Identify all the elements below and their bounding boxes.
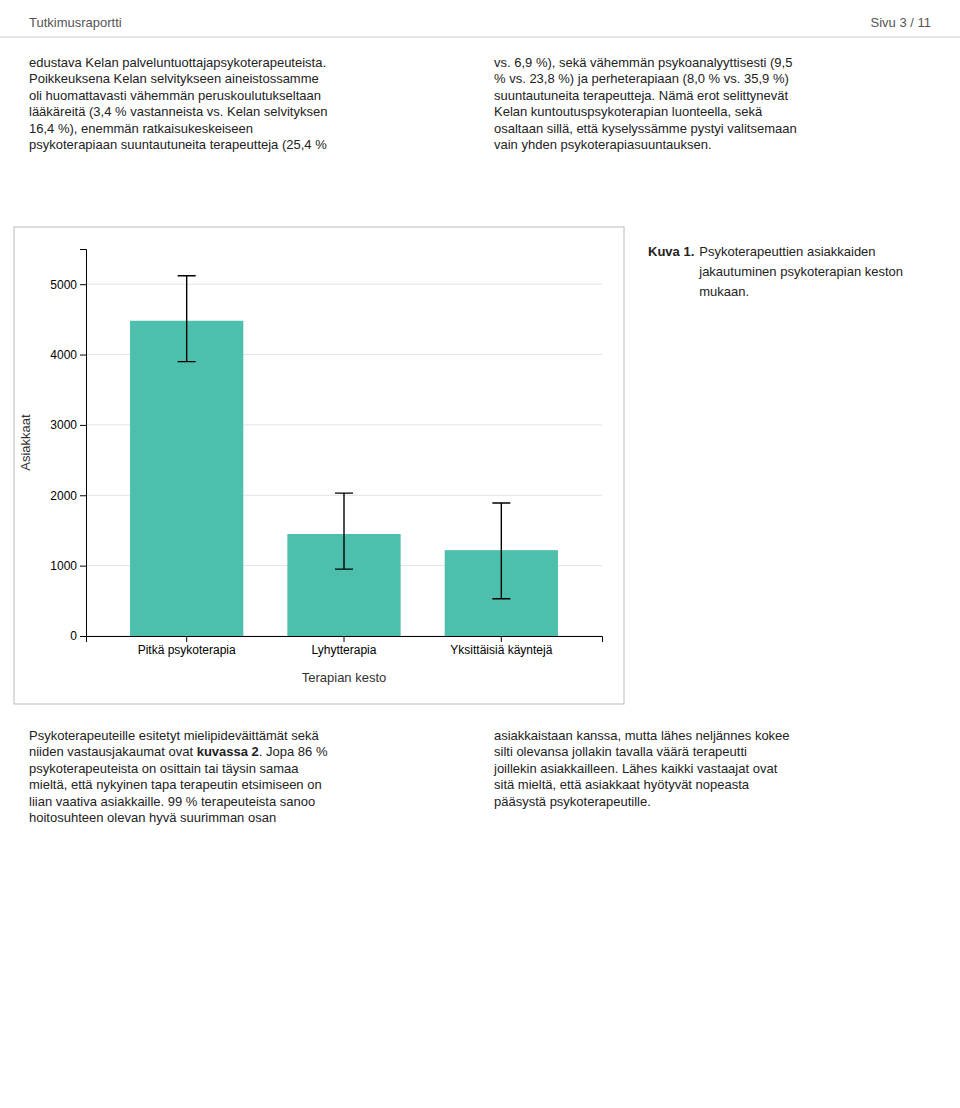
body-text: Kelan kuntoutuspsykoterapian luonteella,…	[494, 104, 763, 119]
y-tick: 3000	[50, 418, 86, 432]
y-tick: 0	[70, 629, 86, 643]
body-text: silti olevansa jollakin tavalla väärä te…	[494, 744, 747, 759]
error-bar	[492, 503, 510, 599]
y-axis-title: Asiakkaat	[18, 414, 33, 471]
body-text: mieltä, että nykyinen tapa terapeutin et…	[29, 777, 322, 792]
body-text: niiden vastausjakaumat ovat kuvassa 2. J…	[29, 744, 328, 759]
caption-line: Psykoterapeuttien asiakkaiden	[699, 244, 875, 259]
x-axis-title: Terapian kesto	[302, 670, 387, 685]
x-axis: Pitkä psykoterapia Lyhytterapia Yksittäisi…	[87, 636, 603, 657]
body-text: sitä mieltä, että asiakkaat hyötyvät nop…	[494, 777, 750, 792]
body-text: vain yhden psykoterapiasuuntauksen.	[494, 137, 712, 152]
y-tick: 4000	[50, 348, 86, 362]
body-text-segment: psykoterapeuteista on osittain tai täysi…	[29, 761, 299, 776]
body-text: 16,4 %), enemmän ratkaisukeskeiseen	[29, 121, 253, 136]
x-tick-label: Lyhytterapia	[312, 643, 377, 657]
marks	[130, 276, 558, 636]
body-text: joillekin asiakkailleen. Lähes kaikki va…	[493, 761, 778, 776]
y-tick-label: 0	[70, 629, 77, 643]
page: Tutkimusraportti Sivu 3 / 11 edustava Kela…	[0, 0, 960, 1108]
body-text: oli huomattavasti vähemmän peruskoulutuk…	[29, 88, 321, 103]
x-tick-mark	[186, 636, 187, 642]
body-text: suuntautuneita terapeutteja. Nämä erot s…	[494, 88, 789, 103]
body-text: % vs. 23,8 %) ja perheterapiaan (8,0 % v…	[494, 71, 789, 86]
body-text: hoitosuhteen olevan hyvä suurimman osan	[29, 810, 276, 825]
body-text-segment: hoitosuhteen olevan hyvä suurimman osan	[29, 810, 276, 825]
caption: Kuva 1.	[648, 244, 694, 259]
body-text: vs. 6,9 %), sekä vähemmän psykoanalyytti…	[494, 55, 792, 70]
body-text-segment: niiden vastausjakaumat ovat	[29, 744, 197, 759]
body-text: asiakkaistaan kanssa, mutta lähes neljän…	[494, 728, 790, 743]
body-text: Poikkeuksena Kelan selvitykseen aineisto…	[29, 71, 319, 86]
y-tick: 1000	[50, 559, 86, 573]
y-tick-mark	[80, 355, 86, 356]
y-tick-mark	[80, 636, 86, 637]
body-text: lääkäreitä (3,4 % vastanneista vs. Kelan…	[29, 104, 327, 119]
caption-line: jakautuminen psykoterapian keston	[698, 264, 903, 279]
bar	[130, 321, 243, 636]
grid-line	[86, 284, 602, 285]
y-tick: 5000	[50, 278, 86, 292]
y-tick-mark	[80, 566, 86, 567]
y-tick-label: 5000	[50, 278, 77, 292]
x-tick: Pitkä psykoterapia	[138, 636, 236, 657]
grid	[86, 284, 602, 636]
x-tick-mark	[344, 636, 345, 642]
header-separator	[0, 37, 960, 38]
chart-frame	[14, 227, 624, 704]
header-right: Sivu 3 / 11	[871, 15, 931, 30]
y-axis: 0 1000 2000 3000 4000 5000	[50, 250, 86, 644]
body-text: edustava Kelan palveluntuottajapsykotera…	[29, 55, 326, 70]
body-text-segment: kuvassa 2	[197, 744, 259, 759]
y-tick-mark	[80, 495, 86, 496]
y-tick-mark	[80, 425, 86, 426]
x-axis-line	[87, 637, 603, 643]
body-text-segment: Psykoterapeuteille esitetyt mielipidеväi…	[29, 728, 320, 743]
header-left: Tutkimusraportti	[29, 15, 122, 30]
y-tick-mark	[80, 284, 86, 285]
x-tick: Yksittäisiä käyntejä	[450, 636, 552, 657]
x-tick-label: Yksittäisiä käyntejä	[450, 643, 552, 657]
body-text-segment: . Jopa 86 %	[259, 744, 328, 759]
caption-label: Kuva 1.	[648, 244, 694, 259]
body-text: osaltaan sillä, että kyselyssämme pystyi…	[494, 121, 797, 136]
y-tick-label: 1000	[50, 559, 77, 573]
body-text-segment: mieltä, että nykyinen tapa terapeutin et…	[29, 777, 322, 792]
y-tick: 2000	[50, 489, 86, 503]
plot: 0 1000 2000 3000 4000 5000 Pitkä psykoterapia L…	[18, 250, 603, 686]
caption-line: mukaan.	[699, 284, 749, 299]
x-tick: Lyhytterapia	[312, 636, 377, 657]
x-tick-mark	[501, 636, 502, 642]
body-text: Psykoterapeuteille esitetyt mielipidеväi…	[29, 728, 320, 743]
body-text: pääsystä psykoterapeutille.	[494, 794, 651, 809]
y-tick-label: 4000	[50, 348, 77, 362]
body-text: liian vaativa asiakkaille. 99 % terapeut…	[29, 794, 315, 809]
x-tick-label: Pitkä psykoterapia	[138, 643, 236, 657]
body-text: psykoterapeuteista on osittain tai täysi…	[29, 761, 299, 776]
y-tick-label: 2000	[50, 489, 77, 503]
body-text-segment: liian vaativa asiakkaille. 99 % terapeut…	[29, 794, 315, 809]
body-text: psykoterapiaan suuntautuneita terapeutte…	[29, 137, 327, 152]
error-bar	[335, 493, 353, 569]
error-bar	[178, 276, 196, 362]
y-tick-label: 3000	[50, 418, 77, 432]
y-axis-line	[80, 250, 87, 637]
